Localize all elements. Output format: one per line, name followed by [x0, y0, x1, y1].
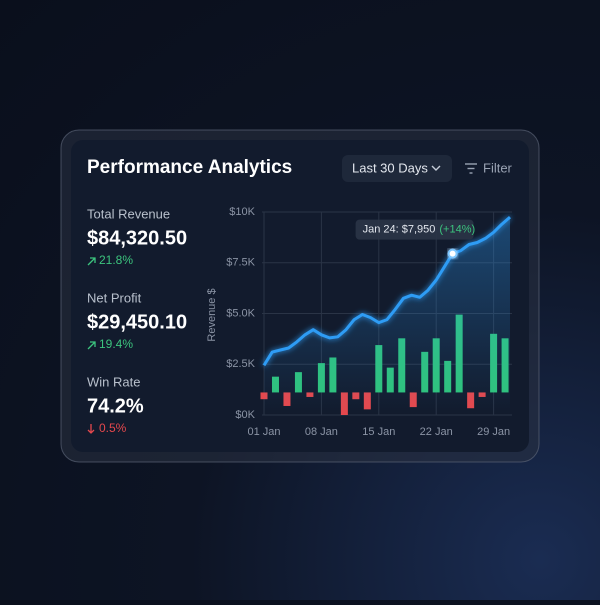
arrow-up — [87, 341, 96, 350]
tooltip-change: (+14%) — [439, 224, 475, 236]
x-tick-label: 01 Jan — [247, 426, 280, 438]
metric-label: Total Revenue — [87, 206, 170, 221]
y-tick-label: $2.5K — [226, 358, 255, 370]
arrow-down — [87, 424, 95, 434]
metric-change: 0.5% — [99, 421, 127, 435]
metrics: Total Revenue $84,320.50 21.8% Net Profit $2… — [87, 206, 187, 435]
x-tick-label: 29 Jan — [477, 426, 510, 438]
metric-change: 21.8% — [99, 253, 133, 267]
tooltip-text: Jan 24: $7,950 — [363, 224, 436, 236]
metric-change: 19.4% — [99, 337, 133, 351]
y-tick-label: $5.0K — [226, 307, 255, 319]
metric-label: Win Rate — [87, 374, 140, 389]
line — [262, 215, 511, 367]
y-tick-label: $10K — [229, 206, 255, 218]
arrow-up — [87, 257, 96, 266]
range-label[interactable]: Last 30 Days — [352, 160, 428, 175]
plot: $0K $2.5K $5.0K $7.5K $10K 01 Jan 08 Jan 15 Jan… — [226, 206, 512, 438]
y-tick-label: $7.5K — [226, 257, 255, 269]
chevron[interactable] — [431, 165, 441, 171]
highlight-point — [447, 248, 458, 259]
title: Performance Analytics — [87, 157, 292, 178]
range-button[interactable] — [342, 155, 452, 182]
x-tick-label: 22 Jan — [420, 426, 453, 438]
filter-icon[interactable] — [465, 163, 477, 174]
tooltip — [355, 219, 474, 240]
metric-value: 74.2% — [87, 395, 144, 417]
x-tick-label: 08 Jan — [305, 426, 338, 438]
x-tick-label: 15 Jan — [362, 426, 395, 438]
line-area — [264, 217, 510, 415]
metric-value: $29,450.10 — [87, 311, 187, 333]
metric-label: Net Profit — [87, 290, 142, 305]
metric-value: $84,320.50 — [87, 227, 187, 249]
filter-label[interactable]: Filter — [483, 160, 513, 175]
y-tick-label: $0K — [235, 409, 255, 421]
y-axis-title: Revenue $ — [206, 288, 218, 341]
